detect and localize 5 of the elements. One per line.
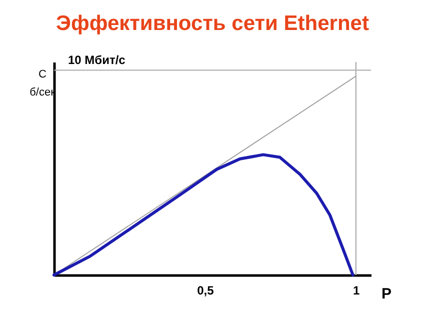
ref-line-label: 10 Мбит/с <box>68 53 126 68</box>
x-axis-title: P <box>382 286 392 302</box>
chart-title: Эффективность сети Ethernet <box>56 12 369 36</box>
x-tick-label: 1 <box>353 284 360 298</box>
x-tick-label: 0,5 <box>197 284 214 298</box>
